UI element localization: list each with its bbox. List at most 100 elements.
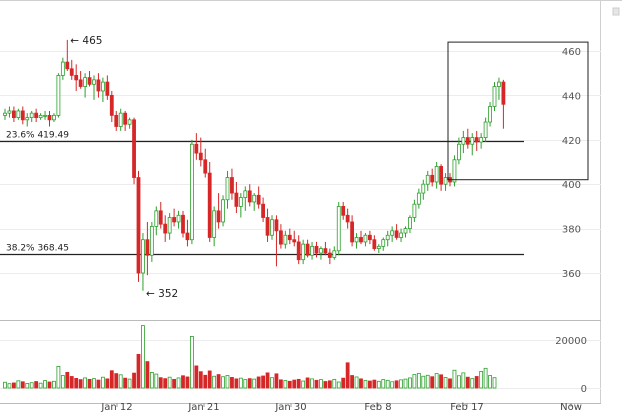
volume-bar [301, 380, 306, 389]
candle-body [65, 61, 70, 70]
volume-bar [158, 377, 163, 389]
candle-body [265, 217, 270, 236]
candle-body [488, 106, 492, 123]
volume-bar [265, 372, 270, 389]
candle-body [176, 214, 181, 223]
volume-bar [305, 377, 310, 389]
candle-body [20, 110, 25, 121]
settings-icon[interactable] [612, 7, 620, 16]
volume-bar [136, 353, 141, 389]
candle-body [350, 221, 355, 243]
volume-bar [181, 375, 185, 389]
volume-bar [483, 367, 488, 389]
volume-bar [350, 375, 355, 389]
volume-bar [7, 383, 12, 389]
volume-bar [221, 376, 225, 389]
volume-bar [29, 382, 34, 389]
volume-bar [381, 379, 386, 389]
volume-bar [488, 375, 492, 389]
volume-bar [172, 378, 177, 389]
volume-bar [394, 380, 399, 389]
candle-body [47, 114, 52, 121]
volume-bar [87, 378, 92, 389]
volume-bar [416, 372, 421, 389]
candle-body [278, 230, 283, 245]
volume-bar [470, 378, 475, 389]
candle-body [403, 228, 408, 234]
candle-body [376, 245, 381, 249]
volume-bar [163, 378, 168, 389]
price-tick-label: 460 [562, 47, 581, 58]
volume-bar [167, 376, 172, 389]
candle-body [256, 194, 261, 205]
volume-bar [363, 380, 368, 389]
volume-bar [127, 378, 132, 389]
candle-body [212, 210, 217, 238]
volume-bar [118, 374, 123, 389]
candle-body [198, 152, 203, 161]
candle-body [154, 210, 159, 227]
price-tick-label: 400 [562, 180, 581, 191]
candle-body [430, 174, 435, 183]
grid-lines [0, 51, 601, 389]
candle-body [461, 137, 466, 145]
volume-bar [430, 376, 435, 389]
volume-bar [11, 382, 16, 389]
candle-body [230, 177, 234, 194]
volume-bar [310, 378, 314, 389]
volume-bar [109, 370, 114, 389]
candle-body [158, 210, 163, 225]
candle-body [25, 117, 30, 121]
candle-body [29, 112, 34, 119]
volume-bar [376, 380, 381, 389]
volume-bar [367, 380, 372, 389]
volume-bar [474, 376, 479, 389]
volume-bar [212, 375, 217, 389]
volume-bar [25, 383, 30, 389]
candle-body [7, 110, 12, 114]
fibonacci-levels: 23.6% 419.49 38.2% 368.45 [0, 131, 524, 256]
volume-bar [141, 325, 145, 389]
x-axis-ticks: Jan 12 Jan 21 Jan 30 Feb 8 Feb 17 Now [100, 402, 582, 413]
time-tick-label: Feb 17 [450, 402, 484, 413]
candle-body [238, 197, 243, 207]
volume-bar [207, 370, 212, 389]
candle-body [34, 112, 39, 119]
candle-body [385, 234, 390, 241]
volume-bar [83, 377, 87, 389]
candle-body [470, 137, 475, 145]
price-annotation: ← 465 [70, 35, 102, 47]
volume-bar [252, 378, 257, 389]
volume-bar [189, 335, 194, 389]
volume-bar [69, 376, 74, 389]
annotations: ← 465 ← 352 [70, 35, 178, 300]
volume-bar [234, 378, 239, 389]
candle-body [181, 214, 185, 234]
volume-bar [114, 373, 119, 389]
candle-body [310, 245, 314, 256]
volume-bar [238, 377, 243, 389]
volume-bar [425, 374, 430, 389]
volume-bar [3, 381, 7, 389]
candle-body [92, 79, 96, 85]
volume-bar [287, 380, 292, 389]
candle-body [287, 234, 292, 241]
candle-body [483, 121, 488, 138]
candle-body [381, 239, 386, 247]
candle-body [367, 234, 372, 241]
volume-bar [145, 361, 150, 389]
volume-bar [154, 373, 159, 389]
candle-body [78, 79, 83, 87]
volume-tick-label: 0 [581, 384, 587, 395]
candle-body [479, 137, 484, 143]
volume-bar [185, 376, 190, 389]
volume-bar [92, 378, 96, 389]
volume-bar [16, 380, 21, 389]
volume-bar [283, 380, 288, 389]
candle-body [145, 239, 150, 256]
candle-body [270, 219, 274, 236]
time-tick-label: Jan 21 [187, 402, 219, 413]
candles [3, 39, 506, 291]
candle-body [359, 237, 363, 243]
volume-bar [230, 377, 234, 389]
